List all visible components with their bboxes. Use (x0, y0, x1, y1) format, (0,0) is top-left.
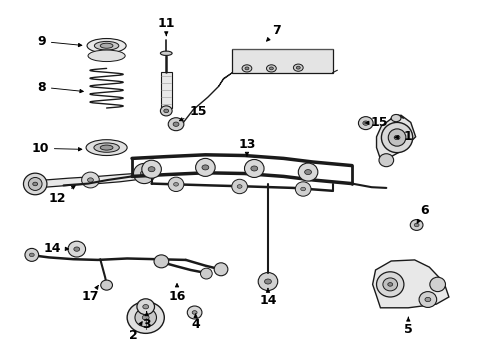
Text: 6: 6 (416, 204, 428, 223)
Ellipse shape (200, 268, 212, 279)
Circle shape (202, 165, 208, 170)
Circle shape (148, 167, 155, 172)
Text: 7: 7 (266, 24, 280, 41)
Ellipse shape (137, 299, 154, 315)
Ellipse shape (409, 220, 422, 230)
Polygon shape (30, 169, 149, 188)
Ellipse shape (23, 173, 47, 195)
Text: 17: 17 (81, 285, 99, 303)
Circle shape (413, 223, 418, 227)
Ellipse shape (100, 43, 113, 48)
Ellipse shape (418, 292, 436, 307)
Circle shape (300, 187, 305, 191)
Ellipse shape (25, 248, 39, 261)
Ellipse shape (187, 306, 202, 319)
Ellipse shape (133, 163, 155, 184)
Ellipse shape (381, 122, 412, 153)
Text: 13: 13 (238, 138, 255, 156)
Ellipse shape (298, 163, 317, 181)
Ellipse shape (94, 41, 119, 50)
Circle shape (163, 109, 168, 113)
Ellipse shape (387, 129, 405, 146)
Ellipse shape (195, 158, 215, 176)
Polygon shape (161, 72, 171, 108)
Polygon shape (218, 73, 232, 86)
Text: 5: 5 (403, 317, 412, 336)
Ellipse shape (81, 172, 99, 188)
Ellipse shape (382, 278, 397, 291)
Ellipse shape (376, 272, 403, 297)
Text: 4: 4 (191, 314, 200, 330)
Ellipse shape (100, 145, 113, 150)
Circle shape (237, 185, 242, 188)
Circle shape (393, 135, 399, 140)
Circle shape (242, 65, 251, 72)
Circle shape (74, 247, 80, 251)
Ellipse shape (154, 255, 168, 268)
Circle shape (250, 166, 257, 171)
Circle shape (362, 121, 368, 125)
Text: 11: 11 (157, 17, 175, 36)
Ellipse shape (94, 143, 119, 152)
Ellipse shape (295, 182, 310, 196)
Ellipse shape (378, 154, 393, 167)
Polygon shape (232, 49, 332, 73)
Text: 9: 9 (37, 35, 81, 48)
Text: 1: 1 (394, 130, 412, 143)
Circle shape (266, 65, 276, 72)
Circle shape (142, 315, 149, 320)
Text: 12: 12 (49, 186, 75, 204)
Ellipse shape (168, 118, 183, 131)
Ellipse shape (127, 302, 164, 333)
Polygon shape (376, 115, 415, 162)
Ellipse shape (142, 160, 161, 178)
Circle shape (296, 66, 300, 69)
Ellipse shape (88, 50, 125, 62)
Circle shape (140, 171, 148, 176)
Circle shape (304, 170, 311, 175)
Ellipse shape (135, 308, 156, 327)
Ellipse shape (87, 39, 126, 53)
Text: 8: 8 (37, 81, 83, 94)
Ellipse shape (429, 277, 445, 292)
Ellipse shape (68, 241, 85, 257)
Circle shape (192, 311, 197, 314)
Text: 2: 2 (128, 322, 142, 342)
Circle shape (390, 114, 400, 122)
Circle shape (87, 178, 93, 182)
Text: 3: 3 (142, 312, 151, 330)
Circle shape (269, 67, 273, 70)
Ellipse shape (86, 140, 127, 156)
Ellipse shape (28, 177, 42, 190)
Ellipse shape (231, 179, 247, 194)
Ellipse shape (244, 159, 264, 177)
Circle shape (244, 67, 248, 70)
Ellipse shape (160, 51, 172, 55)
Ellipse shape (160, 106, 172, 116)
Ellipse shape (168, 177, 183, 192)
Circle shape (173, 183, 178, 186)
Circle shape (293, 64, 303, 71)
Text: 14: 14 (44, 242, 68, 255)
Circle shape (387, 283, 392, 286)
Polygon shape (372, 260, 448, 308)
Ellipse shape (214, 263, 227, 276)
Text: 16: 16 (168, 284, 185, 303)
Circle shape (424, 297, 430, 302)
Text: 10: 10 (31, 142, 81, 155)
Text: 15: 15 (364, 116, 387, 129)
Circle shape (173, 122, 179, 126)
Text: 15: 15 (179, 105, 206, 121)
Circle shape (33, 182, 38, 186)
Circle shape (29, 253, 34, 257)
Ellipse shape (101, 280, 112, 290)
Ellipse shape (258, 273, 277, 291)
Ellipse shape (358, 117, 372, 130)
Text: 14: 14 (259, 288, 276, 307)
Circle shape (264, 279, 271, 284)
Circle shape (142, 305, 148, 309)
